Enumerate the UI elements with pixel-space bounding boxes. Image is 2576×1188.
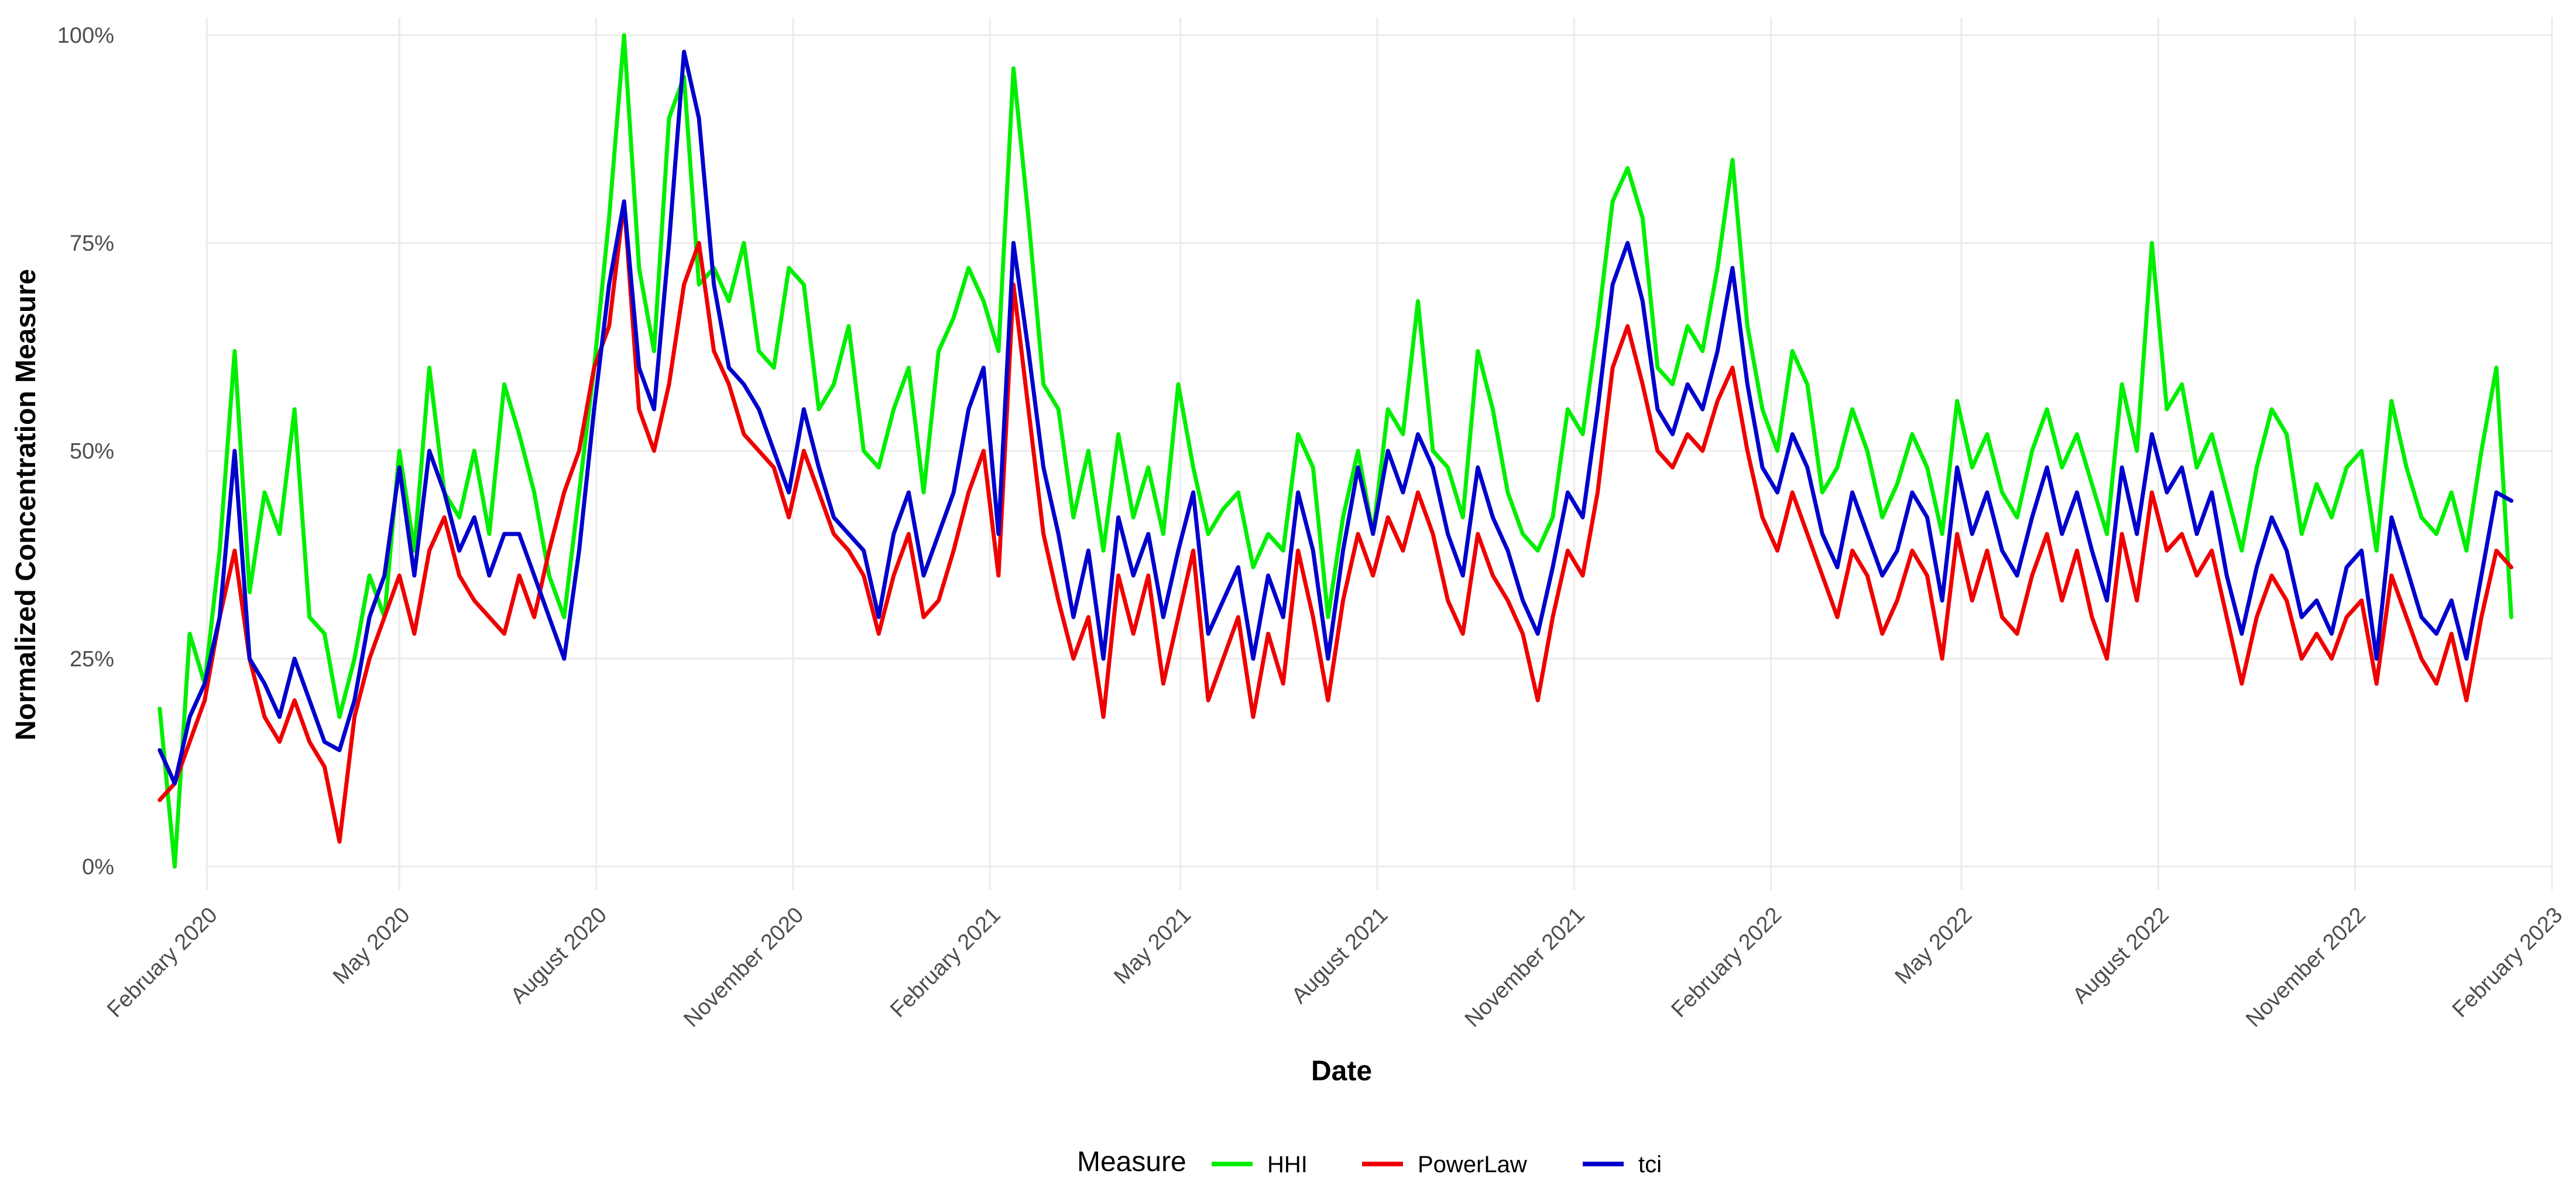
y-tick-label: 75% [70, 231, 114, 256]
x-tick-label: May 2022 [1891, 903, 1977, 990]
series-line-tci [157, 49, 2513, 786]
x-tick-label: February 2023 [2448, 903, 2567, 1022]
legend-title: Measure [1077, 1146, 1186, 1177]
y-axis-title: Normalized Concentration Measure [11, 269, 42, 741]
x-tick-label: November 2022 [2241, 903, 2371, 1032]
x-axis-ticks: February 2020 May 2020 August 2020 November… [102, 903, 2567, 1032]
x-tick-label: February 2022 [1667, 903, 1786, 1022]
x-tick-label: November 2020 [679, 903, 808, 1032]
x-tick-label: February 2020 [102, 903, 222, 1022]
legend-label-hhi: HHI [1267, 1152, 1308, 1177]
x-tick-label: February 2021 [886, 903, 1005, 1022]
x-axis-title: Date [1311, 1056, 1372, 1087]
y-tick-label: 25% [70, 647, 114, 672]
x-tick-label: November 2021 [1460, 903, 1590, 1032]
series-lines [157, 33, 2513, 869]
x-tick-label: August 2022 [2068, 903, 2174, 1009]
y-tick-label: 0% [82, 855, 114, 879]
x-tick-label: May 2020 [328, 903, 415, 990]
legend-label-tci: tci [1638, 1152, 1662, 1177]
x-tick-label: August 2021 [1287, 903, 1393, 1009]
legend: Measure HHI PowerLaw tci [1077, 1146, 1662, 1177]
legend-items: HHI PowerLaw tci [1212, 1152, 1662, 1177]
y-axis-ticks: 0% 25% 50% 75% 100% [57, 23, 114, 879]
y-tick-label: 100% [57, 23, 114, 48]
legend-label-powerlaw: PowerLaw [1418, 1152, 1527, 1177]
x-tick-label: May 2021 [1109, 903, 1196, 990]
series-line-hhi [157, 33, 2513, 869]
y-tick-label: 50% [70, 439, 114, 464]
gridlines [205, 18, 2553, 890]
x-tick-label: August 2020 [506, 903, 612, 1009]
series-line-powerlaw [157, 199, 2513, 844]
